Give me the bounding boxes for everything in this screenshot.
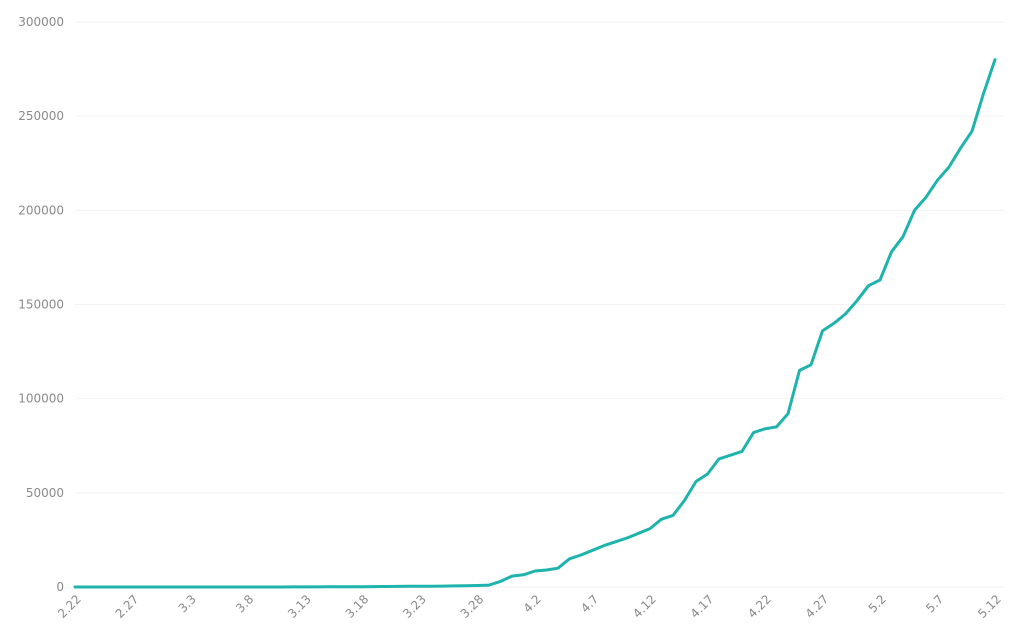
- y-tick-label: 50000: [26, 486, 64, 500]
- x-tick-label: 4.22: [745, 592, 774, 621]
- x-tick-label: 3.23: [400, 592, 429, 621]
- x-tick-label: 4.7: [578, 592, 601, 615]
- x-tick-label: 4.12: [630, 592, 659, 621]
- y-tick-label: 300000: [18, 15, 64, 29]
- x-tick-label: 3.18: [343, 592, 372, 621]
- x-tick-label: 3.28: [458, 592, 487, 621]
- x-tick-label: 3.13: [285, 592, 314, 621]
- x-tick-label: 5.7: [923, 592, 946, 615]
- x-tick-label: 4.27: [803, 592, 832, 621]
- y-tick-label: 200000: [18, 203, 64, 217]
- y-tick-label: 250000: [18, 109, 64, 123]
- x-tick-label: 2.22: [55, 592, 84, 621]
- x-tick-label: 4.17: [688, 592, 717, 621]
- x-tick-label: 5.12: [975, 592, 1004, 621]
- y-tick-label: 150000: [18, 298, 64, 312]
- x-tick-label: 2.27: [113, 592, 142, 621]
- y-tick-label: 100000: [18, 392, 64, 406]
- x-tick-label: 5.2: [866, 592, 889, 615]
- x-tick-label: 3.3: [176, 592, 199, 615]
- y-tick-label: 0: [56, 580, 64, 594]
- line: [73, 58, 997, 589]
- x-tick-label: 3.8: [233, 592, 256, 615]
- x-tick-label: 4.2: [521, 592, 544, 615]
